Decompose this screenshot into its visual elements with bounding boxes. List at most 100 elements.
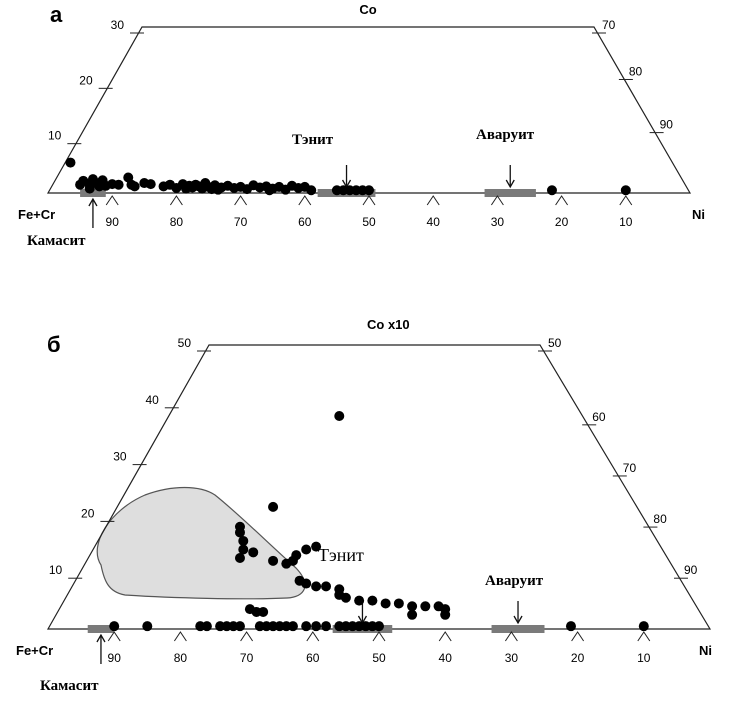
data-point	[301, 544, 312, 555]
panel-b-awaruite-label: Аваруит	[485, 573, 544, 589]
data-point	[374, 621, 384, 632]
data-point	[109, 621, 120, 632]
base-tick-label: 10	[619, 215, 633, 229]
base-tick-mark	[362, 195, 376, 206]
base-tick-label: 80	[170, 215, 184, 229]
left-tick-label: 10	[48, 129, 62, 143]
base-tick-label: 20	[555, 215, 569, 229]
left-tick-label: 20	[79, 73, 93, 87]
data-point	[407, 601, 418, 612]
base-tick-label: 60	[306, 651, 320, 665]
base-tick-label: 70	[234, 215, 248, 229]
base-tick-label: 50	[372, 651, 386, 665]
base-tick-label: 50	[362, 215, 376, 229]
panel-a: а Co Fe+Cr Ni 90 80 70 60 50 40 30 20 10 10 20 30 70…	[18, 2, 705, 249]
base-tick-mark	[619, 195, 633, 206]
left-tick-label: 10	[49, 563, 63, 577]
data-point	[291, 550, 302, 561]
data-point	[620, 185, 631, 196]
mineral-band	[87, 625, 115, 633]
data-point	[244, 604, 255, 615]
data-point	[440, 609, 451, 620]
data-point	[238, 535, 249, 546]
base-tick-mark	[426, 195, 440, 206]
data-point	[234, 621, 245, 632]
data-point	[311, 621, 322, 632]
data-point	[364, 185, 374, 196]
panel-b-tenite-label: Тэнит	[318, 545, 364, 565]
annotation-arrowhead	[513, 615, 523, 625]
base-tick-label: 30	[491, 215, 505, 229]
panel-b-label: б	[47, 332, 61, 357]
panel-a-awaruite-label: Аваруит	[476, 127, 535, 143]
panel-b-apex-top: Co x10	[367, 317, 410, 332]
annotation-arrowhead	[96, 633, 106, 643]
data-point	[65, 157, 76, 168]
panel-a-label: а	[50, 2, 63, 27]
annotation-arrowhead	[88, 197, 98, 207]
base-tick-mark	[438, 631, 452, 642]
mineral-band	[484, 189, 536, 197]
annotation-arrowhead	[505, 179, 515, 189]
data-point	[380, 598, 391, 609]
panel-a-apex-top: Co	[359, 2, 376, 17]
data-point	[306, 185, 317, 196]
data-point	[258, 606, 269, 617]
base-tick-label: 60	[298, 215, 312, 229]
left-tick-label: 20	[81, 506, 95, 520]
data-point	[340, 592, 351, 603]
data-point	[407, 609, 418, 620]
data-point	[565, 621, 576, 632]
base-tick-label: 20	[571, 651, 585, 665]
right-tick-label: 70	[623, 461, 637, 475]
data-point	[321, 621, 332, 632]
data-point	[268, 555, 279, 566]
data-point	[638, 621, 649, 632]
tenite-field-region	[96, 486, 306, 600]
data-point	[311, 541, 322, 552]
left-tick-label: 30	[113, 450, 127, 464]
data-point	[301, 621, 312, 632]
panel-b-apex-left: Fe+Cr	[16, 643, 53, 658]
base-tick-mark	[240, 631, 254, 642]
left-tick-label: 30	[111, 18, 125, 32]
base-tick-label: 90	[108, 651, 122, 665]
ternary-frame	[46, 344, 712, 630]
data-point	[268, 501, 279, 512]
base-tick-label: 80	[174, 651, 188, 665]
right-tick-label: 50	[548, 336, 562, 350]
data-point	[354, 595, 365, 606]
data-point	[301, 578, 312, 589]
panel-b: б Co x10 Fe+Cr Ni 90 80 70 60 50 40 30 20 10 10 20…	[16, 317, 712, 694]
base-tick-label: 90	[106, 215, 120, 229]
base-tick-mark	[169, 195, 183, 206]
right-tick-label: 80	[629, 64, 643, 78]
base-tick-mark	[105, 195, 119, 206]
base-tick-mark	[306, 631, 320, 642]
data-point	[201, 621, 212, 632]
panel-a-apex-right: Ni	[692, 207, 705, 222]
right-tick-label: 60	[592, 410, 606, 424]
base-tick-mark	[372, 631, 386, 642]
mineral-band	[80, 189, 106, 197]
data-point	[334, 411, 345, 421]
right-tick-label: 90	[660, 118, 674, 132]
base-tick-mark	[298, 195, 312, 206]
data-point	[142, 621, 153, 632]
data-point	[238, 544, 249, 555]
data-point	[546, 185, 557, 196]
base-tick-mark	[234, 195, 248, 206]
base-tick-mark	[555, 195, 569, 206]
mineral-band	[491, 625, 545, 633]
ternary-frame	[46, 26, 692, 194]
base-tick-label: 40	[427, 215, 441, 229]
data-point	[311, 581, 322, 592]
data-point	[420, 601, 431, 612]
data-point	[129, 181, 140, 192]
data-point	[248, 547, 259, 558]
data-point	[145, 179, 156, 190]
panel-a-apex-left: Fe+Cr	[18, 207, 55, 222]
right-tick-label: 80	[653, 512, 667, 526]
base-tick-label: 40	[439, 651, 453, 665]
panel-a-kamacite-label: Камасит	[27, 233, 86, 249]
